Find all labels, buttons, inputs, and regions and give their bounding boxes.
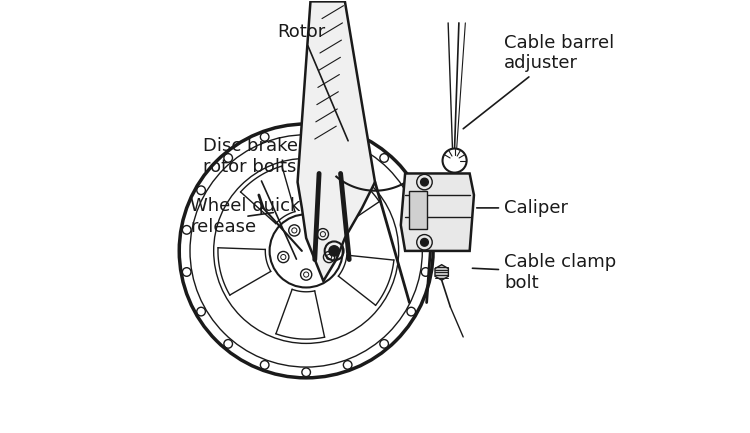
Circle shape bbox=[329, 246, 339, 256]
Text: Cable barrel
adjuster: Cable barrel adjuster bbox=[464, 34, 614, 129]
Circle shape bbox=[421, 178, 428, 186]
Text: Wheel quick
release: Wheel quick release bbox=[190, 197, 301, 236]
Circle shape bbox=[421, 239, 428, 246]
Polygon shape bbox=[400, 174, 474, 251]
Polygon shape bbox=[298, 1, 375, 281]
Text: Caliper: Caliper bbox=[477, 199, 568, 217]
Text: Cable clamp
bolt: Cable clamp bolt bbox=[472, 253, 616, 292]
Polygon shape bbox=[410, 191, 427, 229]
Text: Disc brake
rotor bolts: Disc brake rotor bolts bbox=[203, 137, 298, 259]
Polygon shape bbox=[435, 265, 448, 280]
Text: Rotor: Rotor bbox=[278, 23, 348, 141]
